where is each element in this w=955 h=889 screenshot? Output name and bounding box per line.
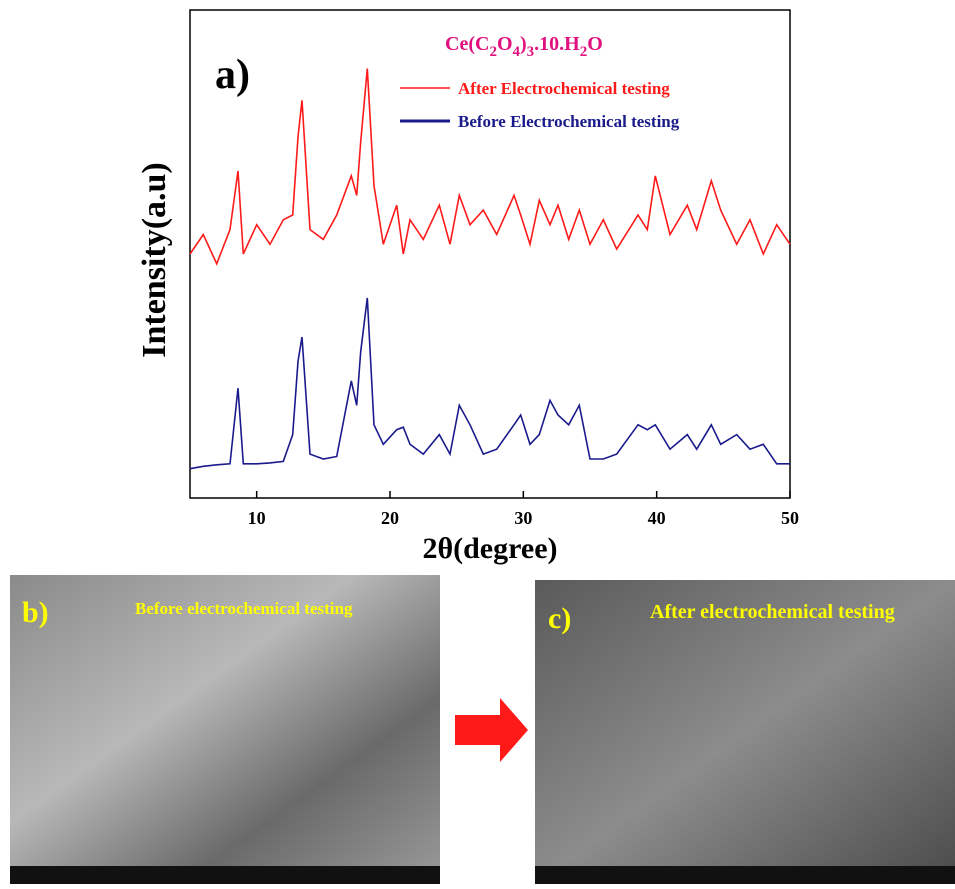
x-tick-label: 40 — [648, 508, 666, 528]
formula-subscript: 3 — [527, 44, 535, 60]
x-axis-label: 2θ(degree) — [422, 532, 557, 565]
legend-label: Before Electrochemical testing — [458, 112, 680, 131]
panel-label: a) — [215, 52, 250, 98]
sem-info-bar — [535, 866, 955, 884]
sem-image — [10, 575, 440, 884]
x-tick-label: 20 — [381, 508, 399, 528]
formula-part: Ce(C — [445, 33, 489, 55]
formula-subscript: 2 — [580, 44, 588, 60]
sem-info-bar — [10, 866, 440, 884]
image-label: c) — [548, 602, 571, 635]
formula-part: .10.H — [534, 33, 580, 55]
formula-part: O — [497, 33, 513, 55]
image-caption: Before electrochemical testing — [135, 599, 353, 618]
x-tick-label: 30 — [514, 508, 532, 528]
formula-part: O — [587, 33, 603, 55]
image-label: b) — [22, 596, 49, 629]
arrow — [455, 698, 528, 762]
figure: a) Ce(C2O4)3.10.H2O Intensity(a.u) 2θ(de… — [0, 0, 955, 884]
formula: Ce(C2O4)3.10.H2O — [445, 33, 603, 60]
series-line — [190, 298, 790, 469]
image-caption: After electrochemical testing — [650, 601, 895, 623]
x-tick-label: 10 — [248, 508, 266, 528]
x-tick-label: 50 — [781, 508, 799, 528]
formula-subscript: 2 — [489, 44, 497, 60]
sem-image — [535, 580, 955, 884]
legend-label: After Electrochemical testing — [458, 79, 670, 98]
y-axis-label: Intensity(a.u) — [136, 162, 173, 358]
formula-part: ) — [520, 33, 527, 55]
